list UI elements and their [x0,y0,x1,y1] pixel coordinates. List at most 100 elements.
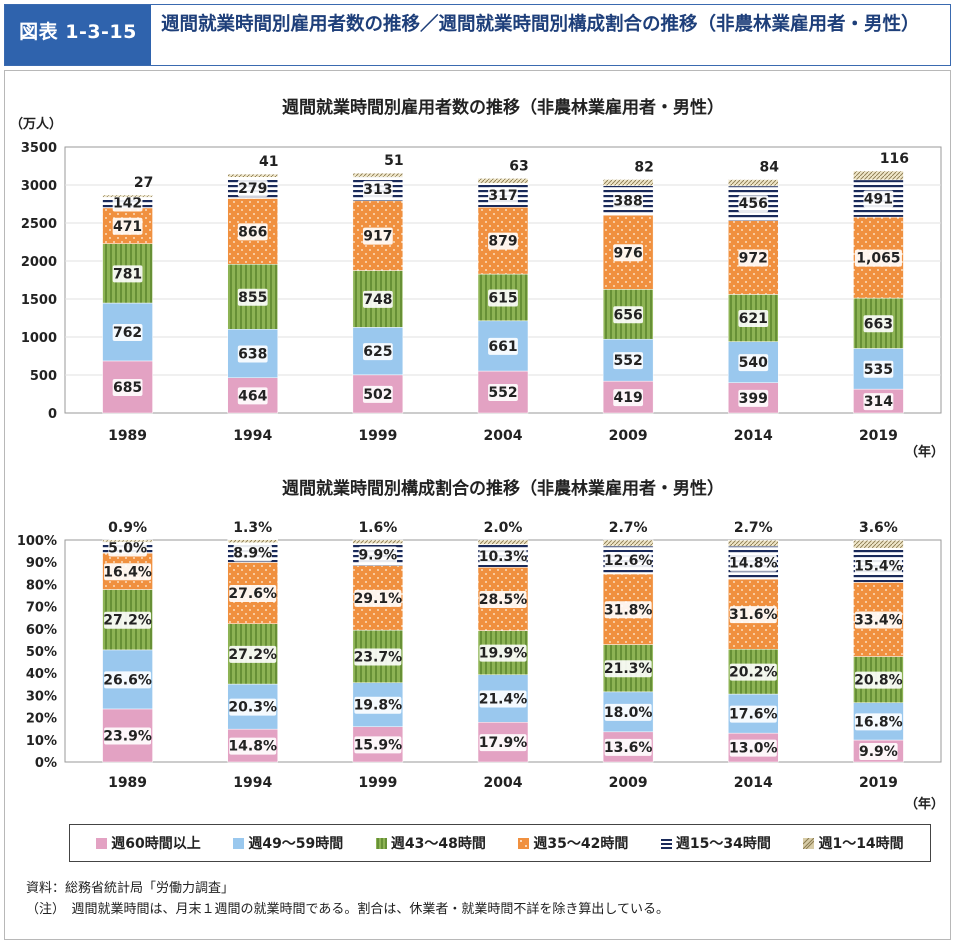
data-label: 685 [113,380,142,396]
y-tick-label: 40% [26,667,57,682]
data-label-bg [479,734,527,752]
data-label-bg [604,601,652,619]
bar-segment-h1 [352,539,404,544]
bar-segment-h1 [102,539,153,543]
data-label: 552 [488,385,517,401]
data-label: 31.6% [729,607,778,623]
data-label: 19.8% [354,698,403,714]
legend-swatch-hatch [806,840,815,849]
data-label: 552 [614,353,643,369]
data-label: 638 [238,346,267,362]
y-tick-label: 90% [26,556,57,571]
data-label-bg [604,551,652,569]
data-label-bg [237,345,268,363]
data-label-bg [237,288,268,306]
data-label: 388 [614,193,643,209]
data-label: 781 [113,266,142,282]
data-label-bg [488,289,518,307]
data-label-bg [854,557,902,575]
legend-item-h49: 週49～59時間 [233,833,343,853]
y-tick-label: 500 [30,369,57,384]
data-label: 10.3% [479,549,528,565]
data-label: 17.9% [479,735,528,751]
y-tick-label: 50% [26,645,57,660]
data-label-bg [354,589,402,607]
orange-dotted-icon [518,837,530,849]
x-axis-unit-label: （年） [905,796,944,812]
y-axis-unit-label: （万人） [10,116,62,132]
x-tick-label: 2019 [859,775,898,791]
data-label-bg [112,265,143,283]
data-label-bg [358,546,398,564]
data-label: 51 [384,153,403,169]
bar-segment-h1 [227,173,278,178]
data-label: 28.5% [479,592,528,608]
legend-swatch-dot [525,844,528,847]
bar-segment-h1 [227,539,278,543]
data-label: 748 [363,292,392,308]
data-label: 27 [134,175,153,191]
data-label-bg [854,671,902,689]
data-label-bg [729,705,777,723]
data-label-bg [229,698,277,716]
legend-item-h43: 週43～48時間 [375,833,486,853]
data-label: 31.8% [604,602,653,618]
data-label: 866 [238,224,267,240]
x-tick-label: 2009 [609,775,648,791]
data-label: 855 [238,290,267,306]
data-label-bg [104,671,152,689]
data-label: 29.1% [354,591,403,607]
data-label: 540 [739,355,768,371]
data-label: 0.9% [108,520,147,536]
data-label: 972 [739,251,768,267]
x-tick-label: 2004 [484,775,523,791]
data-label-bg [112,378,143,396]
data-label: 2.7% [609,520,648,536]
data-label-bg [738,354,769,372]
data-label-bg [479,690,527,708]
data-label-bg [604,738,652,756]
data-label-bg [863,360,894,378]
data-label: 20.8% [854,673,903,689]
data-label-bg [604,703,652,721]
notes: 資料：総務省統計局「労働力調査」 （注） 週間就業時間は、月末１週間の就業時間で… [26,878,669,920]
data-label-bg [104,563,152,581]
y-tick-label: 30% [26,689,57,704]
data-label-bg [729,606,777,624]
data-label: 142 [113,195,142,211]
data-label: 2.7% [734,520,773,536]
x-tick-label: 1994 [233,428,272,444]
data-label: 317 [488,188,517,204]
data-label: 502 [363,387,392,403]
x-tick-label: 2004 [484,428,523,444]
data-label-bg [738,310,769,328]
bar-segment-h49 [853,348,904,390]
data-label: 27.6% [228,586,277,602]
footnote: （注） 週間就業時間は、月末１週間の就業時間である。割合は、休業者・就業時間不詳… [26,902,669,917]
data-label-bg [738,249,769,267]
bar-segment-h1 [477,539,529,545]
data-label: 23.9% [103,728,152,744]
legend-swatch-hatch [803,837,810,844]
y-tick-label: 100% [17,534,57,549]
bar-segment-h1 [728,539,779,547]
data-label: 279 [238,181,267,197]
data-label-bg [488,384,518,402]
data-label: 464 [238,388,267,404]
x-tick-label: 1994 [233,775,272,791]
data-label-bg [479,547,527,565]
data-label-bg [112,323,143,341]
data-label-bg [854,249,902,267]
data-label-bg [237,223,268,241]
y-tick-label: 10% [26,734,57,749]
data-label-bg [362,343,393,361]
y-tick-label: 3500 [21,141,57,156]
data-label-bg [233,544,272,562]
data-label-bg [488,337,518,355]
data-label-bg [859,743,898,761]
data-label: 9.9% [358,548,397,564]
y-tick-label: 80% [26,578,57,593]
data-label: 12.6% [604,553,653,569]
data-label: 17.6% [729,707,778,723]
data-label-bg [479,590,527,608]
